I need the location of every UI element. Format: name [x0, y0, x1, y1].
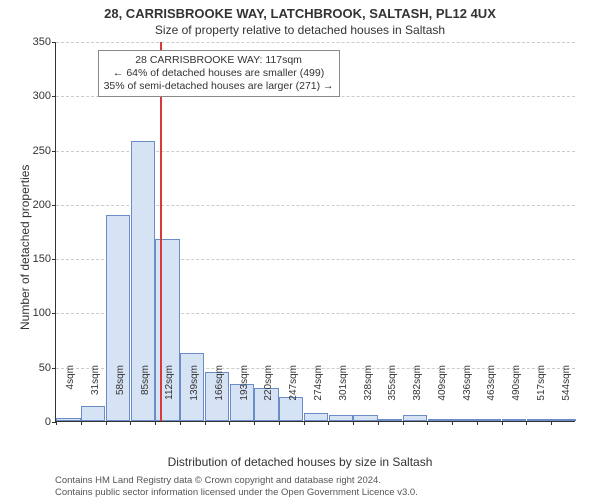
- x-tick-label: 4sqm: [65, 365, 76, 425]
- plot-frame: 0501001502002503003504sqm31sqm58sqm85sqm…: [55, 42, 575, 422]
- footer-attribution: Contains HM Land Registry data © Crown c…: [55, 475, 418, 500]
- y-tick-mark: [52, 313, 56, 314]
- x-tick-mark: [452, 421, 453, 425]
- chart-container: 28, CARRISBROOKE WAY, LATCHBROOK, SALTAS…: [0, 0, 600, 500]
- y-tick-mark: [52, 42, 56, 43]
- marker-line: [160, 42, 162, 421]
- y-tick-mark: [52, 151, 56, 152]
- x-tick-label: 355sqm: [387, 365, 398, 425]
- x-tick-label: 166sqm: [214, 365, 225, 425]
- footer-line2: Contains public sector information licen…: [55, 487, 418, 499]
- x-tick-mark: [378, 421, 379, 425]
- x-tick-mark: [254, 421, 255, 425]
- x-tick-label: 301sqm: [338, 365, 349, 425]
- x-tick-mark: [130, 421, 131, 425]
- x-tick-mark: [551, 421, 552, 425]
- annotation-line: 28 CARRISBROOKE WAY: 117sqm: [104, 54, 334, 67]
- x-tick-label: 193sqm: [239, 365, 250, 425]
- x-tick-mark: [205, 421, 206, 425]
- x-tick-label: 490sqm: [511, 365, 522, 425]
- x-tick-mark: [106, 421, 107, 425]
- x-tick-label: 274sqm: [313, 365, 324, 425]
- y-tick-mark: [52, 205, 56, 206]
- x-tick-mark: [403, 421, 404, 425]
- x-tick-mark: [56, 421, 57, 425]
- x-tick-label: 517sqm: [536, 365, 547, 425]
- x-tick-mark: [229, 421, 230, 425]
- x-tick-mark: [81, 421, 82, 425]
- x-tick-label: 139sqm: [189, 365, 200, 425]
- x-tick-label: 544sqm: [561, 365, 572, 425]
- x-tick-label: 31sqm: [90, 365, 101, 425]
- x-tick-mark: [155, 421, 156, 425]
- chart-subtitle: Size of property relative to detached ho…: [0, 21, 600, 37]
- x-tick-label: 112sqm: [164, 365, 175, 425]
- x-tick-label: 436sqm: [462, 365, 473, 425]
- y-axis-label: Number of detached properties: [18, 165, 32, 330]
- x-tick-mark: [526, 421, 527, 425]
- chart-title: 28, CARRISBROOKE WAY, LATCHBROOK, SALTAS…: [0, 0, 600, 21]
- annotation-box: 28 CARRISBROOKE WAY: 117sqm← 64% of deta…: [98, 50, 340, 97]
- x-tick-mark: [180, 421, 181, 425]
- annotation-line: ← 64% of detached houses are smaller (49…: [104, 67, 334, 80]
- plot-area: 0501001502002503003504sqm31sqm58sqm85sqm…: [55, 42, 575, 422]
- x-axis-label: Distribution of detached houses by size …: [0, 455, 600, 469]
- footer-line1: Contains HM Land Registry data © Crown c…: [55, 475, 418, 487]
- x-tick-label: 382sqm: [412, 365, 423, 425]
- x-tick-label: 85sqm: [140, 365, 151, 425]
- x-tick-label: 328sqm: [363, 365, 374, 425]
- x-tick-mark: [502, 421, 503, 425]
- x-tick-label: 220sqm: [263, 365, 274, 425]
- x-tick-mark: [353, 421, 354, 425]
- y-tick-mark: [52, 259, 56, 260]
- gridline: [56, 42, 575, 43]
- x-tick-mark: [427, 421, 428, 425]
- x-tick-mark: [328, 421, 329, 425]
- x-tick-mark: [279, 421, 280, 425]
- x-tick-label: 247sqm: [288, 365, 299, 425]
- y-tick-mark: [52, 96, 56, 97]
- x-tick-mark: [477, 421, 478, 425]
- x-tick-label: 463sqm: [486, 365, 497, 425]
- x-tick-mark: [304, 421, 305, 425]
- x-tick-label: 58sqm: [115, 365, 126, 425]
- annotation-line: 35% of semi-detached houses are larger (…: [104, 80, 334, 93]
- x-tick-label: 409sqm: [437, 365, 448, 425]
- y-tick-mark: [52, 368, 56, 369]
